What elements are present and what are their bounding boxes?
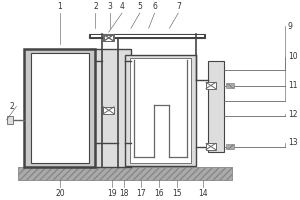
Bar — [226, 144, 234, 149]
Text: 3: 3 — [108, 2, 112, 11]
Text: 2: 2 — [93, 2, 98, 11]
Bar — [125, 55, 196, 166]
Bar — [103, 34, 114, 41]
Bar — [206, 82, 216, 89]
Bar — [7, 116, 13, 124]
Bar — [89, 49, 131, 167]
Text: 17: 17 — [136, 189, 146, 198]
Text: 20: 20 — [55, 189, 65, 198]
Bar — [91, 35, 204, 37]
Text: 7: 7 — [176, 2, 181, 11]
Text: 14: 14 — [199, 189, 208, 198]
Bar — [104, 35, 113, 41]
Bar — [208, 61, 224, 152]
Text: 11: 11 — [288, 81, 297, 90]
Text: 12: 12 — [288, 110, 297, 119]
Text: 5: 5 — [137, 2, 142, 11]
Bar — [226, 83, 234, 88]
Text: 15: 15 — [172, 189, 182, 198]
Bar — [206, 143, 216, 150]
Bar — [89, 34, 205, 38]
Bar — [24, 49, 95, 167]
Text: 18: 18 — [119, 189, 128, 198]
Text: 13: 13 — [288, 138, 297, 147]
Bar — [103, 107, 114, 114]
Text: 10: 10 — [288, 52, 297, 61]
Text: 6: 6 — [152, 2, 157, 11]
Text: 9: 9 — [288, 22, 293, 31]
Text: 19: 19 — [107, 189, 116, 198]
Text: 1: 1 — [58, 2, 62, 11]
Bar — [130, 58, 191, 163]
Bar — [31, 53, 89, 163]
Text: 16: 16 — [154, 189, 164, 198]
Text: 4: 4 — [120, 2, 124, 11]
Text: 2: 2 — [10, 102, 14, 111]
Bar — [19, 167, 232, 180]
